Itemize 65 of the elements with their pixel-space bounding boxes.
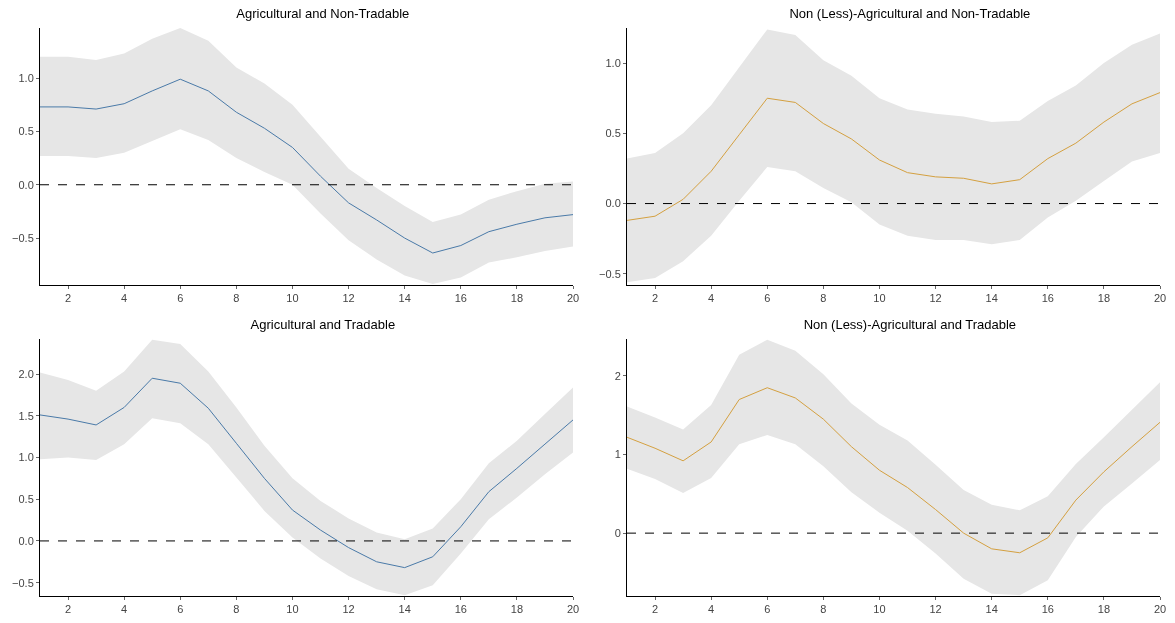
y-tick-label: 1.0 — [18, 71, 34, 84]
x-tick-label: 20 — [566, 603, 580, 616]
x-tick-label: 8 — [820, 292, 827, 305]
x-tick-label: 6 — [177, 292, 184, 305]
x-tick-label: 16 — [454, 292, 467, 305]
x-tick-label: 4 — [121, 603, 128, 616]
y-tick-label: 0.0 — [605, 197, 621, 210]
chart-title: Non (Less)-Agricultural and Tradable — [803, 317, 1017, 333]
x-tick-label: 16 — [454, 603, 467, 616]
y-tick-label: 2 — [614, 369, 621, 382]
line-series — [627, 92, 1160, 221]
x-tick-label: 4 — [708, 292, 715, 305]
x-tick-label: 8 — [233, 292, 240, 305]
y-tick-label: −0.5 — [12, 576, 34, 589]
x-tick-label: 20 — [566, 292, 580, 305]
y-tick-label: 1 — [614, 448, 621, 461]
x-tick-label: 12 — [929, 292, 942, 305]
y-tick-label: 0.0 — [18, 534, 34, 547]
x-tick-label: 18 — [1097, 292, 1111, 305]
x-tick-label: 18 — [510, 292, 524, 305]
x-tick-label: 16 — [1041, 603, 1054, 616]
chart-title: Agricultural and Tradable — [250, 317, 396, 333]
chart-title: Agricultural and Non-Tradable — [236, 6, 410, 22]
x-tick-label: 10 — [286, 603, 299, 616]
x-tick-label: 12 — [929, 603, 942, 616]
y-tick-label: −0.5 — [599, 267, 621, 280]
y-tick-label: 1.5 — [18, 409, 34, 422]
x-tick-label: 14 — [398, 603, 411, 616]
y-tick-label: 0.5 — [605, 127, 621, 140]
x-tick-label: 8 — [233, 603, 240, 616]
y-tick-label: 1.0 — [605, 56, 621, 69]
line-series — [40, 377, 573, 569]
y-tick-label: 0.0 — [18, 178, 34, 191]
y-tick-label: 0 — [614, 526, 621, 539]
x-tick-label: 18 — [510, 603, 524, 616]
x-tick-label: 6 — [177, 603, 184, 616]
x-tick-label: 4 — [121, 292, 128, 305]
x-tick-label: 4 — [708, 603, 715, 616]
x-tick-label: 20 — [1153, 292, 1167, 305]
line-series — [627, 387, 1160, 554]
line-series — [40, 78, 573, 254]
x-tick-label: 16 — [1041, 292, 1054, 305]
x-tick-label: 14 — [398, 292, 411, 305]
x-tick-label: 6 — [764, 292, 771, 305]
x-tick-label: 2 — [651, 603, 659, 616]
y-tick-label: −0.5 — [12, 231, 34, 244]
x-tick-label: 10 — [873, 603, 886, 616]
x-tick-label: 10 — [286, 292, 299, 305]
x-tick-label: 14 — [985, 292, 998, 305]
y-tick-label: 0.5 — [18, 493, 34, 506]
x-tick-label: 20 — [1153, 603, 1167, 616]
chart-title: Non (Less)-Agricultural and Non-Tradable — [789, 6, 1031, 22]
x-tick-label: 14 — [985, 603, 998, 616]
x-tick-label: 2 — [651, 292, 659, 305]
x-tick-label: 10 — [873, 292, 886, 305]
x-tick-label: 8 — [820, 603, 827, 616]
x-tick-label: 2 — [64, 603, 72, 616]
y-tick-label: 2.0 — [18, 367, 34, 380]
x-tick-label: 2 — [64, 292, 72, 305]
y-tick-label: 0.5 — [18, 125, 34, 138]
y-tick-label: 1.0 — [18, 451, 34, 464]
x-tick-label: 6 — [764, 603, 771, 616]
x-tick-label: 18 — [1097, 603, 1111, 616]
x-tick-label: 12 — [342, 603, 355, 616]
x-tick-label: 12 — [342, 292, 355, 305]
